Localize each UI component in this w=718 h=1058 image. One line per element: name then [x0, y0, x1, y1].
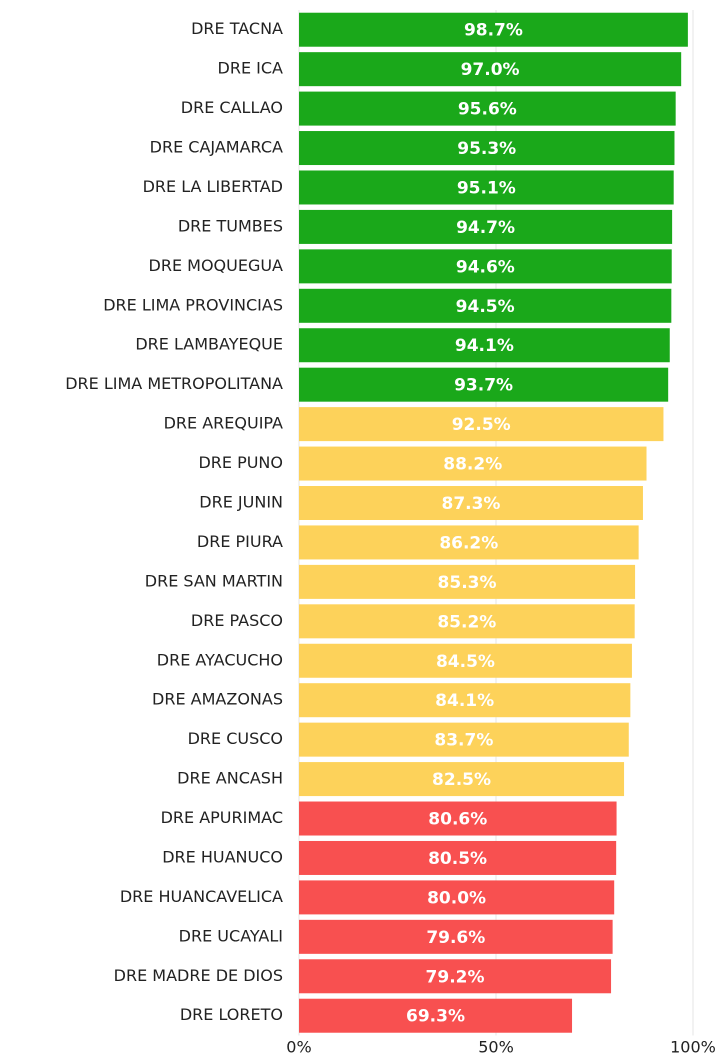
y-tick-label: DRE PASCO	[191, 611, 283, 630]
bar	[299, 486, 643, 520]
data-label: 94.1%	[455, 336, 514, 356]
bar	[299, 407, 664, 442]
x-tick-label: 100%	[670, 1038, 716, 1057]
y-tick-label: DRE CAJAMARCA	[150, 138, 283, 157]
bar	[299, 919, 613, 954]
y-tick-label: DRE UCAYALI	[179, 926, 283, 945]
y-tick-label: DRE SAN MARTIN	[145, 571, 283, 590]
data-label: 97.0%	[461, 60, 520, 80]
data-label: 94.5%	[456, 297, 515, 317]
y-tick-label: DRE AMAZONAS	[152, 690, 283, 709]
data-label: 85.3%	[438, 573, 497, 593]
bar	[299, 762, 625, 797]
y-tick-label: DRE LIMA PROVINCIAS	[103, 295, 283, 314]
y-tick-label: DRE LIMA METROPOLITANA	[65, 374, 283, 393]
bar	[299, 643, 632, 678]
bar	[299, 288, 672, 323]
data-label: 95.3%	[457, 139, 516, 159]
bar	[299, 131, 675, 166]
y-tick-label: DRE PUNO	[198, 453, 283, 472]
data-label: 93.7%	[454, 376, 513, 396]
data-label: 92.5%	[452, 415, 511, 435]
data-label: 95.1%	[457, 178, 516, 198]
x-tick-label: 0%	[286, 1038, 311, 1057]
data-label: 94.7%	[456, 218, 515, 238]
data-label: 83.7%	[434, 731, 493, 751]
bar	[299, 840, 617, 875]
bar	[299, 446, 647, 481]
data-label: 84.5%	[436, 652, 495, 672]
y-tick-label: DRE MADRE DE DIOS	[114, 966, 283, 985]
data-label: 79.2%	[426, 967, 485, 987]
y-tick-label: DRE ICA	[218, 59, 284, 78]
bar	[299, 998, 573, 1033]
y-tick-label: DRE HUANUCO	[162, 847, 283, 866]
data-label: 69.3%	[406, 1007, 465, 1027]
bar	[299, 604, 635, 639]
data-label: 80.5%	[428, 849, 487, 869]
data-label: 94.6%	[456, 257, 515, 277]
bar	[299, 880, 615, 915]
bar	[299, 801, 617, 836]
data-label: 82.5%	[432, 770, 491, 790]
y-tick-label: DRE AREQUIPA	[164, 414, 283, 433]
bar	[299, 683, 631, 718]
bar	[299, 249, 672, 284]
y-tick-label: DRE TACNA	[191, 19, 283, 38]
y-tick-label: DRE JUNIN	[199, 493, 283, 512]
bar	[299, 722, 629, 757]
bar	[299, 328, 670, 363]
y-tick-label: DRE TUMBES	[178, 216, 283, 235]
bar	[299, 12, 688, 47]
bar	[299, 959, 612, 994]
data-label: 87.3%	[441, 494, 500, 514]
y-tick-label: DRE PIURA	[197, 532, 283, 551]
data-label: 80.0%	[427, 888, 486, 908]
bar	[299, 525, 639, 560]
data-label: 80.6%	[428, 810, 487, 830]
data-label: 88.2%	[443, 455, 502, 475]
x-tick-label: 50%	[478, 1038, 514, 1057]
bar	[299, 564, 636, 599]
bar	[299, 367, 669, 402]
y-tick-label: DRE ANCASH	[177, 769, 283, 788]
data-label: 85.2%	[437, 612, 496, 632]
y-tick-label: DRE MOQUEGUA	[149, 256, 284, 275]
data-label: 84.1%	[435, 691, 494, 711]
y-tick-label: DRE CALLAO	[181, 98, 283, 117]
y-tick-label: DRE HUANCAVELICA	[120, 887, 283, 906]
data-label: 86.2%	[439, 533, 498, 553]
y-tick-label: DRE AYACUCHO	[157, 650, 283, 669]
y-tick-label: DRE LAMBAYEQUE	[135, 335, 283, 354]
y-tick-label: DRE APURIMAC	[161, 808, 283, 827]
bar	[299, 91, 676, 126]
data-label: 79.6%	[426, 928, 485, 948]
y-tick-label: DRE LA LIBERTAD	[143, 177, 283, 196]
bar	[299, 209, 673, 244]
y-tick-label: DRE LORETO	[180, 1005, 283, 1024]
bar	[299, 170, 674, 205]
y-tick-label: DRE CUSCO	[188, 729, 283, 748]
data-label: 95.6%	[458, 100, 517, 120]
bar	[299, 52, 682, 87]
data-label: 98.7%	[464, 21, 523, 41]
